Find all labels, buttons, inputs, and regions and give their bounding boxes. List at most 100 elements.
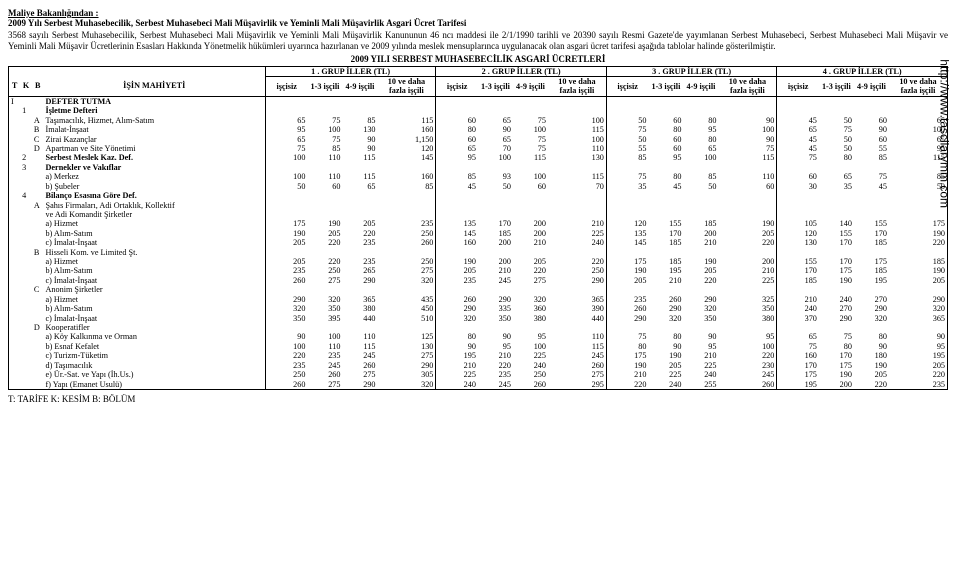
- table-cell: 65: [436, 144, 478, 153]
- sub-c1: 1-3 işçili: [819, 77, 854, 97]
- table-cell: 450: [378, 304, 436, 313]
- table-cell: 190: [683, 257, 718, 266]
- row-label: a) Hizmet: [44, 219, 266, 228]
- table-cell: 175: [854, 257, 889, 266]
- table-cell: [718, 285, 776, 294]
- b-col: [32, 96, 44, 106]
- k-col: [20, 210, 32, 219]
- table-cell: 60: [648, 135, 683, 144]
- table-cell: [854, 96, 889, 106]
- table-cell: [683, 191, 718, 200]
- table-cell: 320: [889, 304, 948, 313]
- table-cell: 200: [683, 229, 718, 238]
- table-cell: [342, 201, 377, 210]
- b-col: C: [32, 135, 44, 144]
- table-cell: 75: [606, 332, 648, 341]
- table-cell: [478, 248, 513, 257]
- table-cell: [378, 96, 436, 106]
- sub-c1: 1-3 işçili: [307, 77, 342, 97]
- b-col: [32, 266, 44, 275]
- table-cell: 45: [436, 182, 478, 191]
- table-cell: 115: [342, 342, 377, 351]
- table-cell: 185: [889, 257, 948, 266]
- table-cell: 290: [648, 304, 683, 313]
- table-cell: [548, 285, 606, 294]
- t-col: [9, 370, 21, 379]
- table-cell: 260: [718, 380, 776, 390]
- tariff-table: 1 . GRUP İLLER (TL) 2 . GRUP İLLER (TL) …: [8, 66, 948, 390]
- k-col: [20, 96, 32, 106]
- row-label: Hisseli Kom. ve Limited Şt.: [44, 248, 266, 257]
- table-cell: 80: [648, 332, 683, 341]
- table-cell: 290: [819, 314, 854, 323]
- table-cell: [683, 96, 718, 106]
- row-label: b) Şubeler: [44, 182, 266, 191]
- b-col: [32, 219, 44, 228]
- table-cell: 85: [606, 153, 648, 162]
- table-cell: [548, 210, 606, 219]
- b-col: [32, 276, 44, 285]
- table-cell: 250: [513, 370, 548, 379]
- table-cell: 60: [307, 182, 342, 191]
- b-col: C: [32, 285, 44, 294]
- table-cell: 175: [606, 351, 648, 360]
- table-cell: [548, 163, 606, 172]
- table-cell: 185: [648, 238, 683, 247]
- table-cell: [819, 106, 854, 115]
- table-cell: [606, 323, 648, 332]
- table-cell: 50: [683, 182, 718, 191]
- table-cell: 210: [478, 351, 513, 360]
- table-cell: 60: [648, 144, 683, 153]
- table-cell: 235: [342, 238, 377, 247]
- sub-c0: işçisiz: [265, 77, 307, 97]
- table-cell: 60: [718, 182, 776, 191]
- table-cell: 65: [819, 172, 854, 181]
- table-cell: 245: [478, 276, 513, 285]
- t-col: [9, 219, 21, 228]
- table-cell: [548, 191, 606, 200]
- col-isin: İŞİN MAHİYETİ: [44, 77, 266, 97]
- table-cell: 75: [777, 342, 819, 351]
- table-cell: 320: [378, 276, 436, 285]
- table-cell: [307, 248, 342, 257]
- table-cell: 440: [548, 314, 606, 323]
- table-cell: 170: [819, 238, 854, 247]
- table-cell: 250: [265, 370, 307, 379]
- table-cell: 225: [648, 370, 683, 379]
- table-cell: 45: [648, 182, 683, 191]
- group-header-3: 3 . GRUP İLLER (TL): [606, 66, 776, 76]
- k-col: [20, 135, 32, 144]
- table-cell: [436, 106, 478, 115]
- table-cell: [436, 191, 478, 200]
- table-cell: 350: [683, 314, 718, 323]
- table-cell: 100: [265, 342, 307, 351]
- table-cell: 105: [777, 219, 819, 228]
- table-cell: 45: [777, 144, 819, 153]
- table-cell: 390: [548, 304, 606, 313]
- table-cell: 90: [265, 332, 307, 341]
- table-cell: 260: [606, 304, 648, 313]
- k-col: [20, 276, 32, 285]
- table-cell: [342, 210, 377, 219]
- table-cell: 245: [478, 380, 513, 390]
- table-cell: [777, 106, 819, 115]
- table-cell: 115: [513, 153, 548, 162]
- table-cell: 290: [342, 380, 377, 390]
- table-cell: 240: [819, 295, 854, 304]
- table-cell: 245: [342, 351, 377, 360]
- k-col: 4: [20, 191, 32, 200]
- table-cell: 115: [342, 153, 377, 162]
- table-cell: 190: [307, 219, 342, 228]
- table-cell: [718, 163, 776, 172]
- k-col: [20, 257, 32, 266]
- table-cell: 155: [854, 219, 889, 228]
- table-cell: 85: [342, 116, 377, 125]
- row-label: b) Esnaf Kefalet: [44, 342, 266, 351]
- table-cell: 225: [436, 370, 478, 379]
- table-cell: [478, 163, 513, 172]
- table-cell: 95: [513, 332, 548, 341]
- table-cell: 240: [777, 304, 819, 313]
- table-cell: 380: [513, 314, 548, 323]
- k-col: 2: [20, 153, 32, 162]
- b-col: [32, 370, 44, 379]
